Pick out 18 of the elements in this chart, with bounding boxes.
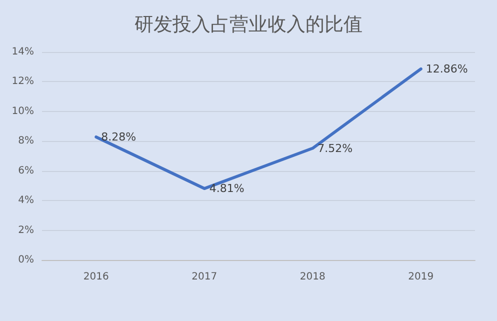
y-tick-label: 0% <box>18 254 34 266</box>
y-tick-label: 4% <box>18 195 34 206</box>
data-label: 8.28% <box>101 130 136 144</box>
chart-title: 研发投入占营业收入的比值 <box>134 14 362 36</box>
y-tick-label: 6% <box>18 165 34 176</box>
y-tick-label: 10% <box>12 106 34 117</box>
x-tick-label: 2018 <box>300 272 326 282</box>
x-tick-label: 2017 <box>192 272 218 282</box>
y-tick-label: 12% <box>12 76 34 88</box>
line-series <box>94 67 422 190</box>
y-tick-label: 2% <box>18 224 34 236</box>
data-label: 4.81% <box>209 182 244 196</box>
y-tick-label: 14% <box>12 46 34 58</box>
data-label: 12.86% <box>426 62 468 76</box>
y-tick-label: 8% <box>18 136 34 147</box>
data-label: 7.52% <box>318 142 353 155</box>
x-tick-label: 2019 <box>408 272 434 282</box>
x-tick-label: 2016 <box>83 272 109 282</box>
